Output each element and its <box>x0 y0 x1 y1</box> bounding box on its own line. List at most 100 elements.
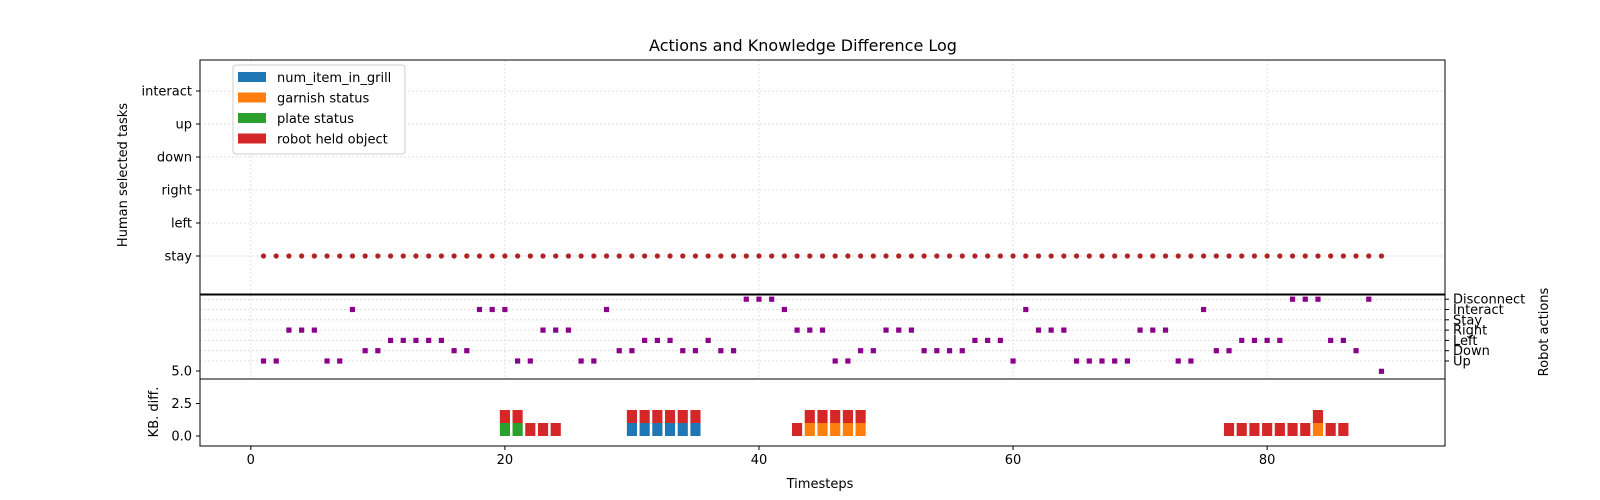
robot-action-point <box>324 358 330 364</box>
human-task-point <box>642 253 648 259</box>
human-task-point <box>476 253 483 259</box>
robot-action-point <box>489 306 495 313</box>
robot-action-point <box>311 327 317 333</box>
x-tick-label: 60 <box>1005 453 1022 468</box>
human-task-point <box>553 253 559 259</box>
human-task-point <box>438 253 444 259</box>
kb-diff-bar <box>690 410 701 423</box>
human-task-point <box>972 253 978 259</box>
robot-action-point <box>1112 358 1118 364</box>
human-task-point <box>1073 253 1080 259</box>
human-task-point <box>464 253 470 259</box>
robot-action-point <box>515 358 521 364</box>
human-task-point <box>273 253 279 259</box>
human-task-point <box>769 253 775 259</box>
robot-action-point <box>870 348 876 354</box>
robot-action-point <box>1378 368 1385 374</box>
kb-diff-bar <box>639 423 650 436</box>
robot-action-point <box>819 327 826 333</box>
human-task-point <box>286 253 292 259</box>
human-task-point <box>426 253 432 259</box>
kb-diff-bar <box>690 423 701 436</box>
robot-action-point <box>972 337 978 343</box>
kb-diff-bar <box>499 410 510 423</box>
human-task-point <box>845 253 851 259</box>
human-task-point <box>692 253 699 259</box>
robot-action-point <box>1175 358 1181 364</box>
human-task-point <box>680 253 686 259</box>
human-task-point <box>934 253 940 259</box>
human-task-point <box>387 253 394 259</box>
human-task-point <box>756 253 762 259</box>
legend-label: garnish status <box>277 92 370 107</box>
human-task-point <box>1124 253 1130 259</box>
human-tasks-y-axis: stay left right down up interact <box>141 85 200 265</box>
robot-action-point <box>1353 348 1359 354</box>
human-task-point <box>718 253 724 259</box>
robot-action-point <box>845 358 851 364</box>
human-task-point <box>489 253 495 259</box>
kb-diff-bar <box>792 423 803 436</box>
robot-action-point <box>794 327 800 333</box>
kb-diff-bar <box>1249 423 1260 436</box>
robot-action-point <box>1239 337 1245 343</box>
y-tick-label: 0.0 <box>171 430 192 445</box>
human-task-point <box>616 253 622 259</box>
robot-action-point <box>540 327 546 333</box>
kb-diff-bar <box>512 410 523 423</box>
human-task-point <box>311 253 317 259</box>
human-task-point <box>1315 253 1321 259</box>
human-task-point <box>959 253 965 259</box>
legend-label: robot held object <box>277 133 388 148</box>
human-task-point <box>515 253 521 259</box>
human-task-point <box>527 253 533 259</box>
legend-label: num_item_in_grill <box>277 71 391 86</box>
x-tick-label: 0 <box>247 453 255 468</box>
robot-action-point <box>616 348 622 354</box>
kb-diff-bar <box>804 423 815 436</box>
x-tick-label: 40 <box>751 453 768 468</box>
top-y-axis-label: Human selected tasks <box>116 103 131 247</box>
human-task-point <box>400 253 406 259</box>
human-task-point <box>794 253 800 259</box>
human-task-point <box>540 253 546 259</box>
robot-action-point <box>985 337 991 343</box>
robot-action-point <box>1264 337 1270 343</box>
human-task-point <box>629 253 635 259</box>
robot-action-point <box>426 337 432 343</box>
human-task-point <box>946 253 953 259</box>
human-task-point <box>705 253 711 259</box>
robot-action-point <box>1023 306 1029 313</box>
robot-action-point <box>1061 327 1067 333</box>
robot-action-point <box>387 337 394 343</box>
legend-swatch <box>238 133 266 144</box>
robot-action-point <box>667 337 673 343</box>
human-task-point <box>375 253 381 259</box>
robot-action-point <box>1162 327 1169 333</box>
kb-diff-bar <box>626 410 638 423</box>
human-task-point <box>1010 253 1016 259</box>
grid-lines <box>200 60 1445 379</box>
robot-action-point <box>1302 296 1308 302</box>
human-task-points <box>260 253 1385 259</box>
y-tick-label: Stay <box>1453 313 1482 328</box>
human-task-point <box>819 253 826 259</box>
human-task-point <box>870 253 876 259</box>
robot-action-point <box>1315 296 1321 302</box>
human-task-point <box>1112 253 1118 259</box>
robot-action-point <box>692 348 699 354</box>
robot-action-point <box>362 348 368 354</box>
human-task-point <box>1378 253 1385 259</box>
kb-diff-bar <box>677 410 688 423</box>
robot-action-point <box>1010 358 1016 364</box>
kb-diff-bar <box>512 423 523 436</box>
y-tick-label: Disconnect <box>1453 293 1525 308</box>
robot-action-point <box>1201 306 1207 313</box>
human-task-point <box>1023 253 1029 259</box>
robot-action-point <box>756 296 762 302</box>
kb-diff-bar <box>830 410 841 423</box>
legend-swatch <box>238 113 266 123</box>
robot-action-point <box>959 348 965 354</box>
robot-action-point <box>1366 296 1372 302</box>
robot-action-point <box>349 306 356 313</box>
